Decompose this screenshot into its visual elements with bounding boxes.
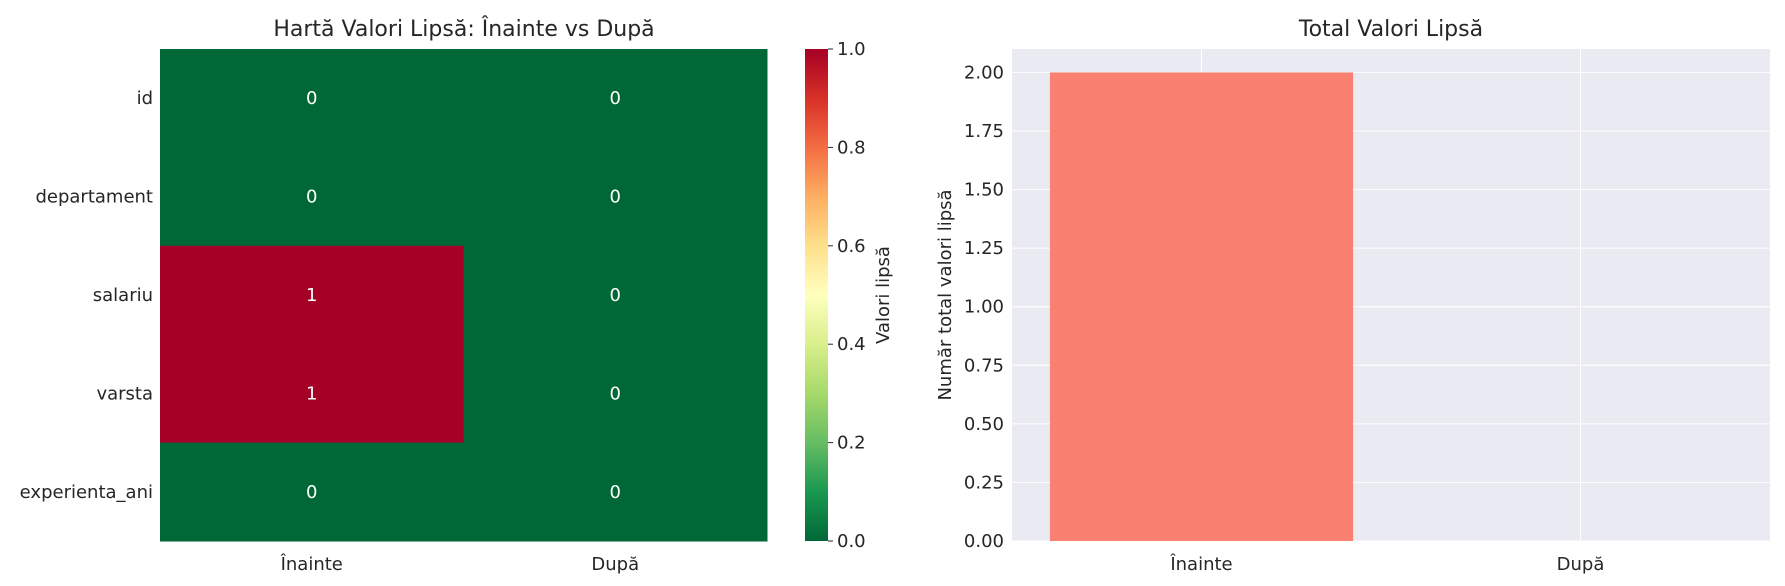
y-axis-label: Număr total valori lipsă xyxy=(935,189,956,400)
heatmap-column-label: După xyxy=(591,554,639,575)
heatmap-cell xyxy=(160,344,464,444)
heatmap-panel: Hartă Valori Lipsă: Înainte vs După 0 00 0… xyxy=(20,16,894,575)
x-tick-label: Înainte xyxy=(1169,553,1232,575)
heatmap-row-label: departament xyxy=(35,187,153,208)
heatmap-row-label: experienta_ani xyxy=(20,482,153,503)
colorbar-tick-label: 0.4 xyxy=(837,334,866,355)
heatmap-cell-value: 0 xyxy=(306,482,317,503)
heatmap-cell-value: 1 xyxy=(306,285,317,306)
heatmap-cell xyxy=(463,49,768,148)
heatmap-row-label: varsta xyxy=(96,383,153,404)
colorbar-ticks: 0.0 0.2 0.4 0.6 0.8 1.0 xyxy=(828,39,866,552)
colorbar-tick-label: 0.0 xyxy=(837,531,866,552)
heatmap-cell xyxy=(160,245,464,345)
x-axis-ticks: Înainte După xyxy=(1169,553,1604,575)
heatmap-cell-value: 0 xyxy=(306,187,317,208)
heatmap-cell xyxy=(160,442,464,542)
bar-chart-title: Total Valori Lipsă xyxy=(1298,17,1483,42)
heatmap-cells: 0 0 0 0 1 0 1 0 0 0 xyxy=(160,49,768,542)
y-tick-label: 1.50 xyxy=(964,180,1004,201)
colorbar-label: Valori lipsă xyxy=(873,246,894,344)
colorbar-tick-label: 0.8 xyxy=(837,137,866,158)
heatmap-column-label: Înainte xyxy=(280,553,343,575)
heatmap-row-label: id xyxy=(137,88,153,109)
y-tick-label: 0.50 xyxy=(964,414,1004,435)
heatmap-row-label: salariu xyxy=(93,285,153,306)
bar xyxy=(1049,72,1354,541)
y-tick-label: 1.25 xyxy=(964,238,1004,259)
y-tick-label: 1.00 xyxy=(964,297,1004,318)
y-tick-label: 0.25 xyxy=(964,472,1004,493)
y-tick-label: 0.00 xyxy=(964,531,1004,552)
y-tick-label: 2.00 xyxy=(964,62,1004,83)
heatmap-cell-value: 1 xyxy=(306,383,317,404)
colorbar-tick-label: 1.0 xyxy=(837,39,866,60)
heatmap-cell xyxy=(160,49,464,148)
y-axis-ticks: 0.00 0.25 0.50 0.75 1.00 1.25 1.50 1.75 2.00 xyxy=(964,62,1004,552)
heatmap-cell-value: 0 xyxy=(610,187,621,208)
heatmap-title: Hartă Valori Lipsă: Înainte vs După xyxy=(273,16,654,42)
heatmap-cell-value: 0 xyxy=(610,285,621,306)
bars xyxy=(1049,72,1354,541)
heatmap-cell xyxy=(160,147,464,247)
heatmap-cell xyxy=(463,442,768,542)
colorbar-tick-label: 0.2 xyxy=(837,433,866,454)
y-tick-label: 0.75 xyxy=(964,355,1004,376)
x-tick-label: După xyxy=(1557,554,1605,575)
heatmap-row-labels: id departament salariu varsta experienta_ani xyxy=(20,88,153,503)
heatmap-cell-value: 0 xyxy=(610,482,621,503)
heatmap-cell xyxy=(463,147,768,247)
bar-chart-panel: Total Valori Lipsă 0.00 0.25 0.50 0.75 1.00 1… xyxy=(935,17,1770,575)
heatmap-cell-value: 0 xyxy=(610,383,621,404)
heatmap-column-labels: Înainte După xyxy=(280,553,640,575)
colorbar xyxy=(805,49,828,541)
heatmap-cell xyxy=(463,245,768,345)
heatmap-cell-value: 0 xyxy=(610,88,621,109)
y-tick-label: 1.75 xyxy=(964,121,1004,142)
heatmap-cell xyxy=(463,344,768,444)
colorbar-tick-label: 0.6 xyxy=(837,236,866,257)
heatmap-cell-value: 0 xyxy=(306,88,317,109)
